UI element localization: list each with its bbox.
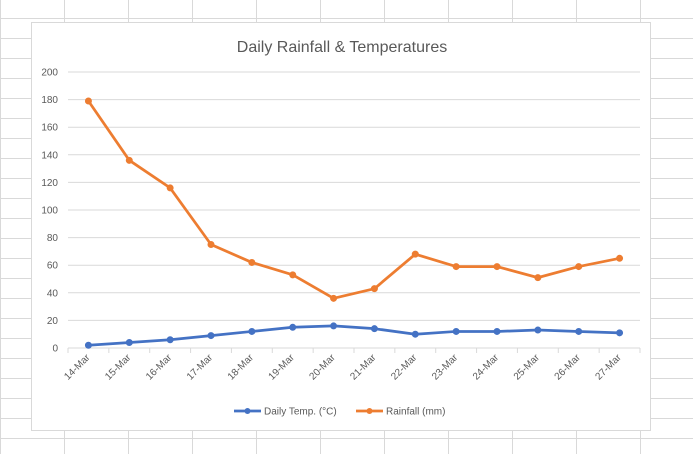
data-point[interactable] — [411, 330, 419, 338]
y-tick-label: 40 — [47, 288, 59, 299]
x-tick-label: 15-Mar — [103, 352, 134, 383]
y-tick-label: 120 — [41, 178, 58, 189]
legend-entry[interactable]: Daily Temp. (°C) — [264, 407, 337, 418]
y-tick-label: 140 — [41, 150, 58, 161]
data-point[interactable] — [125, 338, 133, 346]
data-point[interactable] — [166, 184, 174, 192]
data-point[interactable] — [330, 322, 338, 330]
x-tick-label: 17-Mar — [185, 352, 216, 383]
series-1[interactable] — [84, 97, 624, 302]
data-point[interactable] — [289, 323, 297, 331]
x-tick-label: 23-Mar — [430, 352, 461, 383]
data-point[interactable] — [370, 285, 378, 293]
data-point[interactable] — [493, 263, 501, 271]
y-tick-label: 0 — [52, 344, 58, 355]
data-point[interactable] — [166, 336, 174, 344]
data-point[interactable] — [616, 254, 624, 262]
chart-area[interactable] — [31, 22, 651, 431]
data-point[interactable] — [575, 263, 583, 271]
data-point[interactable] — [493, 327, 501, 335]
data-point[interactable] — [207, 241, 215, 248]
y-tick-label: 80 — [47, 233, 59, 244]
x-tick-label: 14-Mar — [62, 352, 93, 383]
data-point[interactable] — [575, 327, 583, 335]
data-point[interactable] — [207, 332, 215, 340]
series-0[interactable] — [84, 322, 624, 349]
data-point[interactable] — [616, 329, 624, 337]
data-point[interactable] — [84, 341, 92, 349]
data-point[interactable] — [330, 294, 338, 302]
legend-swatch-marker — [366, 408, 373, 414]
data-point[interactable] — [534, 274, 542, 282]
data-point[interactable] — [370, 325, 378, 333]
data-point[interactable] — [84, 97, 92, 105]
x-tick-label: 25-Mar — [512, 352, 543, 383]
chart-title: Daily Rainfall & Temperatures — [237, 39, 447, 56]
data-point[interactable] — [248, 327, 256, 335]
legend-swatch-marker — [244, 408, 251, 414]
x-tick-label: 20-Mar — [308, 352, 339, 383]
y-tick-label: 20 — [47, 316, 59, 327]
legend-entry[interactable]: Rainfall (mm) — [386, 407, 445, 418]
x-tick-label: 24-Mar — [471, 352, 502, 383]
y-tick-label: 160 — [41, 123, 58, 134]
x-tick-label: 19-Mar — [267, 352, 298, 383]
y-tick-label: 100 — [41, 206, 58, 217]
y-tick-label: 180 — [41, 95, 58, 106]
y-tick-label: 200 — [41, 68, 58, 79]
x-tick-label: 18-Mar — [226, 352, 257, 383]
x-tick-label: 22-Mar — [389, 352, 420, 383]
y-tick-label: 60 — [47, 261, 59, 272]
data-point[interactable] — [411, 250, 419, 258]
series-line[interactable] — [87, 324, 621, 347]
x-tick-label: 21-Mar — [348, 352, 379, 383]
x-tick-label: 26-Mar — [553, 352, 584, 383]
data-point[interactable] — [125, 156, 133, 164]
x-tick-label: 16-Mar — [144, 352, 175, 383]
series-line[interactable] — [87, 99, 621, 300]
x-tick-label: 27-Mar — [594, 352, 625, 383]
data-point[interactable] — [534, 326, 542, 334]
data-point[interactable] — [248, 258, 256, 266]
data-point[interactable] — [452, 327, 460, 335]
data-point[interactable] — [452, 263, 460, 271]
data-point[interactable] — [289, 271, 297, 279]
